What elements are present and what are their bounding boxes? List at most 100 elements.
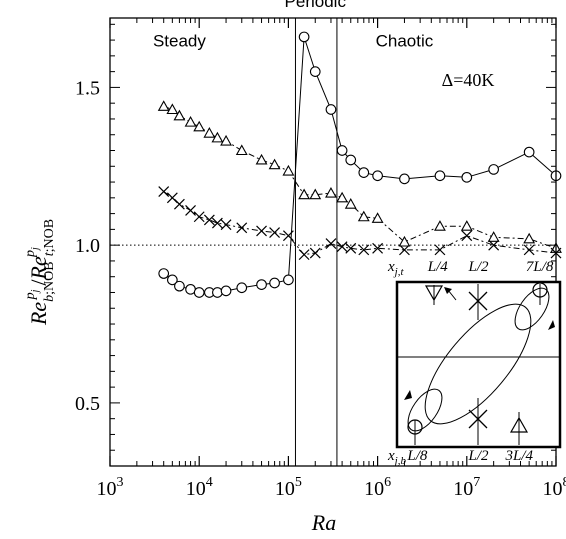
inset-top-position-label: 7L/8 [526, 259, 554, 275]
inset-main-roll [424, 303, 532, 425]
data-point-triangle [157, 100, 170, 111]
inset-top-position-label: L/2 [467, 259, 489, 275]
data-point-triangle [255, 153, 268, 165]
data-point-circle [372, 170, 383, 182]
data-point-cross [336, 241, 348, 253]
data-point-triangle [460, 220, 473, 231]
regime-label-steady: Steady [153, 31, 206, 50]
data-point-triangle [309, 188, 322, 200]
data-point-cross [298, 249, 310, 261]
data-point-triangle [357, 210, 370, 222]
data-point-circle [399, 173, 410, 185]
series-line-triangle [163, 105, 557, 249]
data-point-triangle [398, 235, 411, 247]
data-point-triangle [523, 232, 536, 244]
inset-corner-roll-bottom [407, 388, 443, 432]
data-point-cross [488, 239, 500, 251]
data-point-circle [283, 274, 294, 286]
y-tick-label: 0.5 [75, 393, 100, 415]
data-point-circle [269, 277, 280, 289]
data-point-cross [282, 230, 294, 242]
data-point-triangle [344, 198, 357, 209]
inset-corner-arrow-bottom-icon [404, 390, 412, 400]
y-tick-label: 1.5 [75, 77, 100, 99]
data-point-cross [358, 244, 370, 256]
data-point-cross [220, 219, 232, 231]
data-point-cross [523, 244, 535, 256]
data-point-triangle [371, 212, 384, 223]
data-point-circle [193, 287, 205, 298]
data-point-circle [236, 282, 248, 294]
data-point-cross [309, 247, 321, 259]
data-point-cross [173, 198, 185, 210]
data-point-triangle [173, 109, 186, 121]
plot-frame [109, 17, 557, 467]
data-point-circle [212, 287, 223, 298]
x-tick-label: 107 [453, 475, 480, 500]
data-point-cross [158, 186, 170, 197]
data-point-triangle [434, 220, 446, 231]
x-tick-label: 105 [275, 475, 302, 500]
data-point-cross [399, 244, 410, 256]
data-point-circle [298, 31, 310, 43]
inset-schematic [395, 280, 562, 449]
x-tick-label: 106 [364, 475, 391, 500]
data-point-cross [372, 242, 384, 254]
data-point-triangle [268, 158, 281, 170]
data-point-cross [269, 227, 281, 238]
axis-ticks: 103 104 105 106 107 108 0.5 1.0 1.5 [75, 18, 566, 500]
data-point-circle [309, 66, 321, 77]
data-point-circle [434, 170, 446, 182]
x-axis-label: Ra [311, 510, 336, 535]
data-point-cross [203, 214, 215, 226]
inset-corner-roll-top [514, 287, 550, 331]
inset-bottom-position-label: xj,b [387, 448, 406, 467]
data-point-cross [461, 230, 473, 242]
data-point-triangle [336, 191, 349, 203]
data-point-triangle [487, 231, 500, 242]
data-point-circle [325, 104, 337, 115]
inset-triangle-marker-bottom-icon [509, 416, 529, 433]
data-point-circle [174, 280, 185, 292]
delta-annotation: Δ=40K [442, 70, 495, 90]
data-point-circle [336, 145, 348, 156]
data-point-circle [158, 268, 170, 279]
data-point-cross [434, 244, 446, 256]
data-point-triangle [325, 186, 337, 198]
data-point-triangle [211, 131, 224, 143]
y-tick-label: 1.0 [75, 235, 100, 257]
inset-circle-marker-bottom-icon [407, 419, 423, 435]
data-point-cross [185, 205, 196, 216]
regime-regions [294, 18, 338, 466]
inset-circle-marker-top-icon [532, 282, 548, 298]
data-point-cross [193, 211, 205, 223]
data-point-circle [358, 167, 370, 178]
data-point-triangle [220, 134, 232, 146]
data-point-triangle [184, 115, 197, 127]
y-axis-label: Reb;NOBpj/Ret;NOBpj [23, 219, 57, 326]
data-point-cross [256, 225, 267, 237]
data-point-circle [345, 154, 357, 166]
data-point-cross [236, 222, 248, 234]
data-point-triangle [203, 127, 216, 138]
inset-triangle-marker-icon [424, 285, 444, 302]
data-point-cross [345, 242, 357, 254]
inset-bottom-position-label: 3L/4 [504, 448, 533, 464]
inset-bottom-position-label: L/8 [406, 448, 428, 464]
inset-position-labels: xj,t L/4 L/2 7L/8 xj,b L/8 L/2 3L/4 [387, 259, 554, 467]
inset-top-position-label: xj,t [387, 259, 404, 278]
x-tick-label: 103 [97, 475, 124, 500]
data-series [157, 31, 562, 298]
data-point-triangle [282, 164, 295, 176]
data-point-circle [220, 285, 232, 297]
data-point-circle [166, 274, 178, 286]
data-point-triangle [166, 103, 179, 115]
inset-cross-marker-top-icon [468, 291, 488, 311]
data-point-circle [523, 146, 535, 158]
data-point-triangle [298, 188, 311, 200]
regime-label-chaotic: Chaotic [376, 31, 434, 50]
inset-corner-arrow-top-icon [548, 320, 555, 330]
regime-label-periodic: Periodic [285, 0, 347, 11]
data-point-triangle [193, 120, 206, 132]
